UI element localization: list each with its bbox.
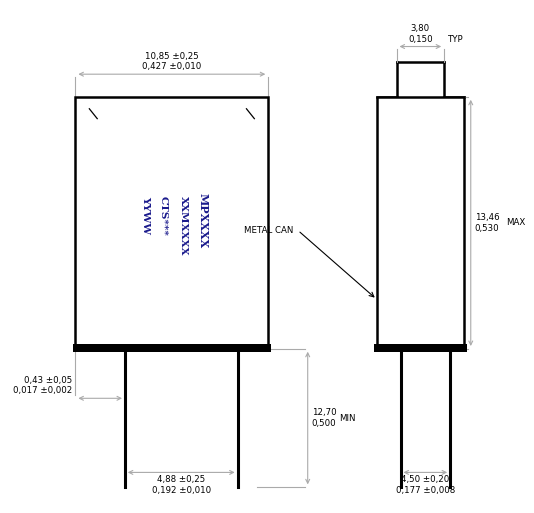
Text: 4,88 ±0,25
0,192 ±0,010: 4,88 ±0,25 0,192 ±0,010 (152, 476, 211, 495)
Bar (73, 344, 271, 352)
Text: 13,46
0,530: 13,46 0,530 (475, 213, 499, 232)
Text: XXMXXXX: XXMXXXX (179, 195, 188, 255)
Text: CTS***: CTS*** (159, 195, 168, 235)
Text: 3,80
0,150: 3,80 0,150 (408, 24, 433, 44)
Text: 12,70
0,500: 12,70 0,500 (312, 408, 336, 428)
Text: MAX: MAX (506, 219, 525, 227)
Text: TYP: TYP (448, 34, 464, 44)
Text: YYWW: YYWW (141, 196, 150, 234)
Text: 0,43 ±0,05
0,017 ±0,002: 0,43 ±0,05 0,017 ±0,002 (13, 376, 73, 396)
Bar (374, 344, 467, 352)
Bar (75, 97, 268, 349)
Text: MPXXXX: MPXXXX (198, 193, 208, 248)
Text: 4,50 ±0,20
0,177 ±0,008: 4,50 ±0,20 0,177 ±0,008 (396, 476, 455, 495)
Text: MIN: MIN (339, 413, 356, 423)
Bar (377, 97, 464, 349)
Text: 10,85 ±0,25
0,427 ±0,010: 10,85 ±0,25 0,427 ±0,010 (142, 52, 201, 71)
Text: METAL CAN: METAL CAN (244, 226, 293, 235)
